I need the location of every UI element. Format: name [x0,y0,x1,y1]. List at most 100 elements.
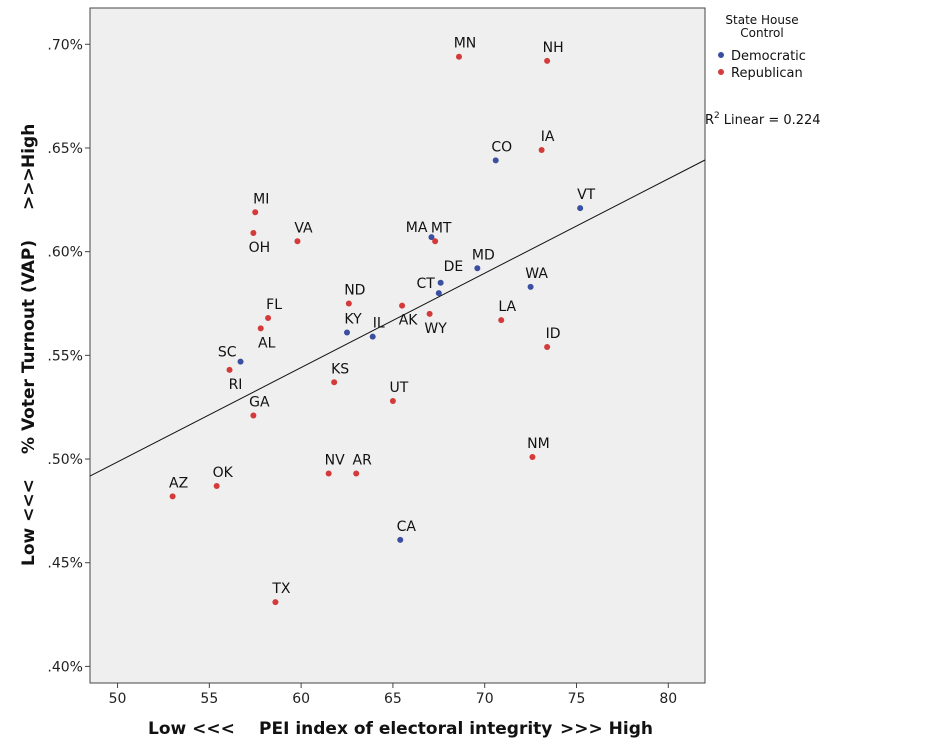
legend-title-line-1: State House [725,13,798,27]
y-axis-title: % Voter Turnout (VAP) [19,240,39,454]
x-axis-title-high: >>> High [560,719,653,739]
r-squared-text: Linear = 0.224 [724,113,821,128]
plot-area [89,7,706,684]
y-tick-label: .60% [47,245,83,261]
point-label-la: LA [498,299,516,315]
y-tick-label: .70% [47,37,83,53]
data-point-il [369,333,376,340]
point-label-nm: NM [527,436,550,452]
data-point-sc [237,358,244,365]
point-label-nv: NV [325,453,345,469]
point-label-wa: WA [525,266,548,282]
point-label-ar: AR [353,453,373,469]
data-point-ak [399,302,406,309]
point-label-mi: MI [253,191,269,207]
point-label-il: IL [373,316,385,332]
data-point-az [169,493,176,500]
y-tick-label: .65% [47,141,83,157]
r-squared-prefix: R [705,113,714,128]
point-label-ok: OK [213,465,234,481]
data-point-al [257,325,264,332]
data-point-nd [345,300,352,307]
data-point-ca [397,536,404,543]
data-point-ri [226,366,233,373]
y-axis-title-low: Low <<< [19,479,39,566]
point-label-sc: SC [218,345,237,361]
x-tick-label: 75 [568,691,586,707]
data-point-ma [428,234,435,241]
data-point-nh [544,57,551,64]
r-squared-annotation: R2 Linear = 0.224 [705,111,821,128]
data-point-mi [252,209,259,216]
x-tick-label: 55 [200,691,218,707]
data-point-fl [265,315,272,322]
point-label-nd: ND [344,283,365,299]
point-label-ak: AK [399,313,419,329]
data-point-nm [529,453,536,460]
data-point-mn [456,53,462,60]
point-label-mn: MN [454,36,477,52]
data-point-id [544,344,551,351]
point-label-ks: KS [331,361,349,377]
point-label-al: AL [258,335,276,351]
point-label-fl: FL [266,297,282,313]
point-label-ri: RI [229,377,243,393]
x-tick-label: 50 [109,691,127,707]
point-label-az: AZ [169,475,188,491]
data-point-tx [272,599,279,606]
data-point-wa [527,283,534,290]
legend-marker-democratic [718,52,724,58]
point-label-co: CO [491,139,512,155]
data-points: MN NH IA CO VT MI OH VA MA MT MD DE CT WA ND FL AL AK WY LA… [169,36,596,606]
y-axis-title-high: High [19,124,39,168]
legend-title-line-2: Control [740,26,783,40]
x-tick-label: 60 [292,691,310,707]
x-axis-title-low: Low <<< [148,719,235,739]
point-label-de: DE [444,259,464,275]
data-point-va [294,238,301,245]
data-point-vt [577,205,584,212]
data-point-ia [538,147,545,154]
point-label-wy: WY [424,321,447,337]
point-label-ct: CT [416,276,435,292]
legend-marker-republican [718,69,724,75]
point-label-va: VA [294,220,313,236]
x-tick-label: 80 [659,691,677,707]
point-label-ky: KY [344,312,362,328]
point-label-mt: MT [431,220,452,236]
data-point-ky [344,329,351,336]
data-point-ga [250,412,257,419]
point-label-ma: MA [406,220,428,236]
x-axis-title: PEI index of electoral integrity [259,719,552,739]
x-tick-label: 70 [476,691,494,707]
y-tick-label: .40% [47,659,83,675]
linear-fit-line [89,159,706,477]
data-point-ar [353,470,360,477]
data-point-nv [325,470,332,477]
data-point-wy [426,310,433,317]
y-tick-label: .50% [47,452,83,468]
point-label-oh: OH [249,240,271,256]
data-point-co [492,157,499,164]
legend-label-republican: Republican [731,66,803,81]
fit-line-layer [89,159,706,477]
data-point-oh [250,230,257,236]
y-axis-title-arrows: >>> [19,167,39,210]
point-label-id: ID [546,326,561,342]
legend: State House Control Democratic Republica… [718,13,806,81]
y-tick-label: .45% [47,556,83,572]
data-point-la [498,317,505,324]
point-label-ga: GA [249,394,270,410]
point-label-nh: NH [543,40,564,56]
point-label-ut: UT [390,380,409,396]
data-point-de [437,279,444,286]
y-tick-label: .55% [47,348,83,364]
x-tick-label: 65 [384,691,402,707]
data-point-ct [435,290,442,297]
point-label-ia: IA [541,129,555,145]
data-point-md [474,265,481,272]
legend-label-democratic: Democratic [731,49,806,64]
point-label-ca: CA [397,519,417,535]
data-point-ok [213,482,220,489]
